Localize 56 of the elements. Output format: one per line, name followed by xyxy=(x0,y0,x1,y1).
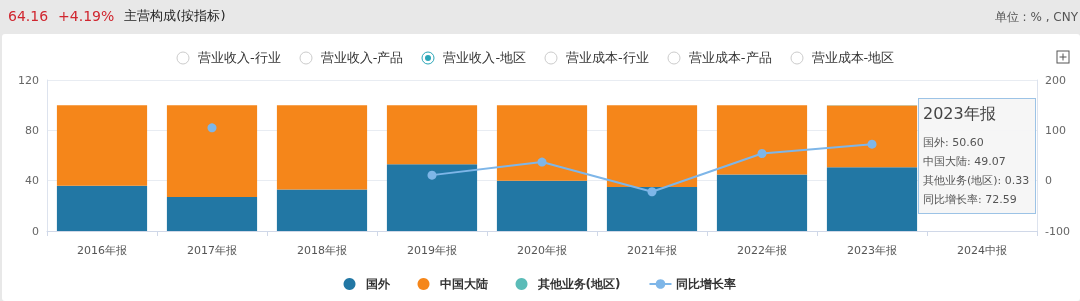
legend-label: 同比增长率 xyxy=(676,277,737,291)
x-tick-label: 2020年报 xyxy=(517,244,567,257)
y-tick-label: 40 xyxy=(25,174,39,188)
y-tick-label: 120 xyxy=(18,73,39,87)
legend-label: 其他业务(地区) xyxy=(536,277,621,291)
bar xyxy=(276,189,368,231)
legend-label: 中国大陆 xyxy=(439,277,488,291)
annotation: 国外: 50.60 xyxy=(923,135,985,151)
text: 营业收入-产品 xyxy=(320,49,404,67)
bar xyxy=(386,105,478,165)
text: 单位 : % , CNY xyxy=(994,9,1078,26)
bar xyxy=(496,180,588,231)
legend-label: 国外 xyxy=(365,277,391,291)
annotation: 中国大陆: 49.07 xyxy=(923,154,1007,170)
x-tick-label: 2019年报 xyxy=(407,244,457,257)
chart-title: 主营构成(按指标) xyxy=(124,7,226,25)
y2-tick-label: -100 xyxy=(1045,224,1070,238)
text: 营业收入-行业 xyxy=(198,49,281,67)
bar xyxy=(276,105,368,190)
x-tick-label: 2016年报 xyxy=(77,244,127,257)
text: 营业成本-产品 xyxy=(688,49,772,67)
annotation: 同比增长率: 72.59 xyxy=(923,192,1018,208)
annotation: 2023年报 xyxy=(923,104,997,125)
x-tick-label: 2017年报 xyxy=(187,244,237,257)
y-tick-label: 80 xyxy=(25,123,39,137)
text: 营业成本-地区 xyxy=(811,49,895,67)
bar xyxy=(496,105,588,181)
text: 营业收入-地区 xyxy=(443,49,527,67)
x-tick-label: 2024中报 xyxy=(957,244,1007,257)
bar xyxy=(716,174,808,231)
x-tick-label: 2023年报 xyxy=(847,244,897,257)
y-tick-label: 0 xyxy=(32,224,39,238)
y2-tick-label: 0 xyxy=(1045,174,1052,188)
bar xyxy=(56,105,148,186)
point xyxy=(537,157,547,167)
bar xyxy=(166,197,258,231)
annotation: 其他业务(地区): 0.33 xyxy=(923,173,1031,189)
y2-tick-label: 100 xyxy=(1045,123,1066,137)
bar xyxy=(606,186,698,231)
text: +4.19% xyxy=(58,8,115,24)
point xyxy=(757,148,767,158)
point xyxy=(647,187,657,197)
x-tick-label: 2021年报 xyxy=(627,244,677,257)
bar xyxy=(56,185,148,231)
point xyxy=(427,170,437,180)
bar xyxy=(386,164,478,231)
point xyxy=(867,139,877,149)
bar xyxy=(716,105,808,175)
x-tick-label: 2022年报 xyxy=(737,244,787,257)
bar xyxy=(166,105,258,198)
point xyxy=(207,123,217,133)
bar xyxy=(606,105,698,187)
text: 64.16 xyxy=(8,8,49,24)
text: 营业成本-行业 xyxy=(566,49,649,67)
x-tick-label: 2018年报 xyxy=(297,244,347,257)
y2-tick-label: 200 xyxy=(1045,73,1066,87)
